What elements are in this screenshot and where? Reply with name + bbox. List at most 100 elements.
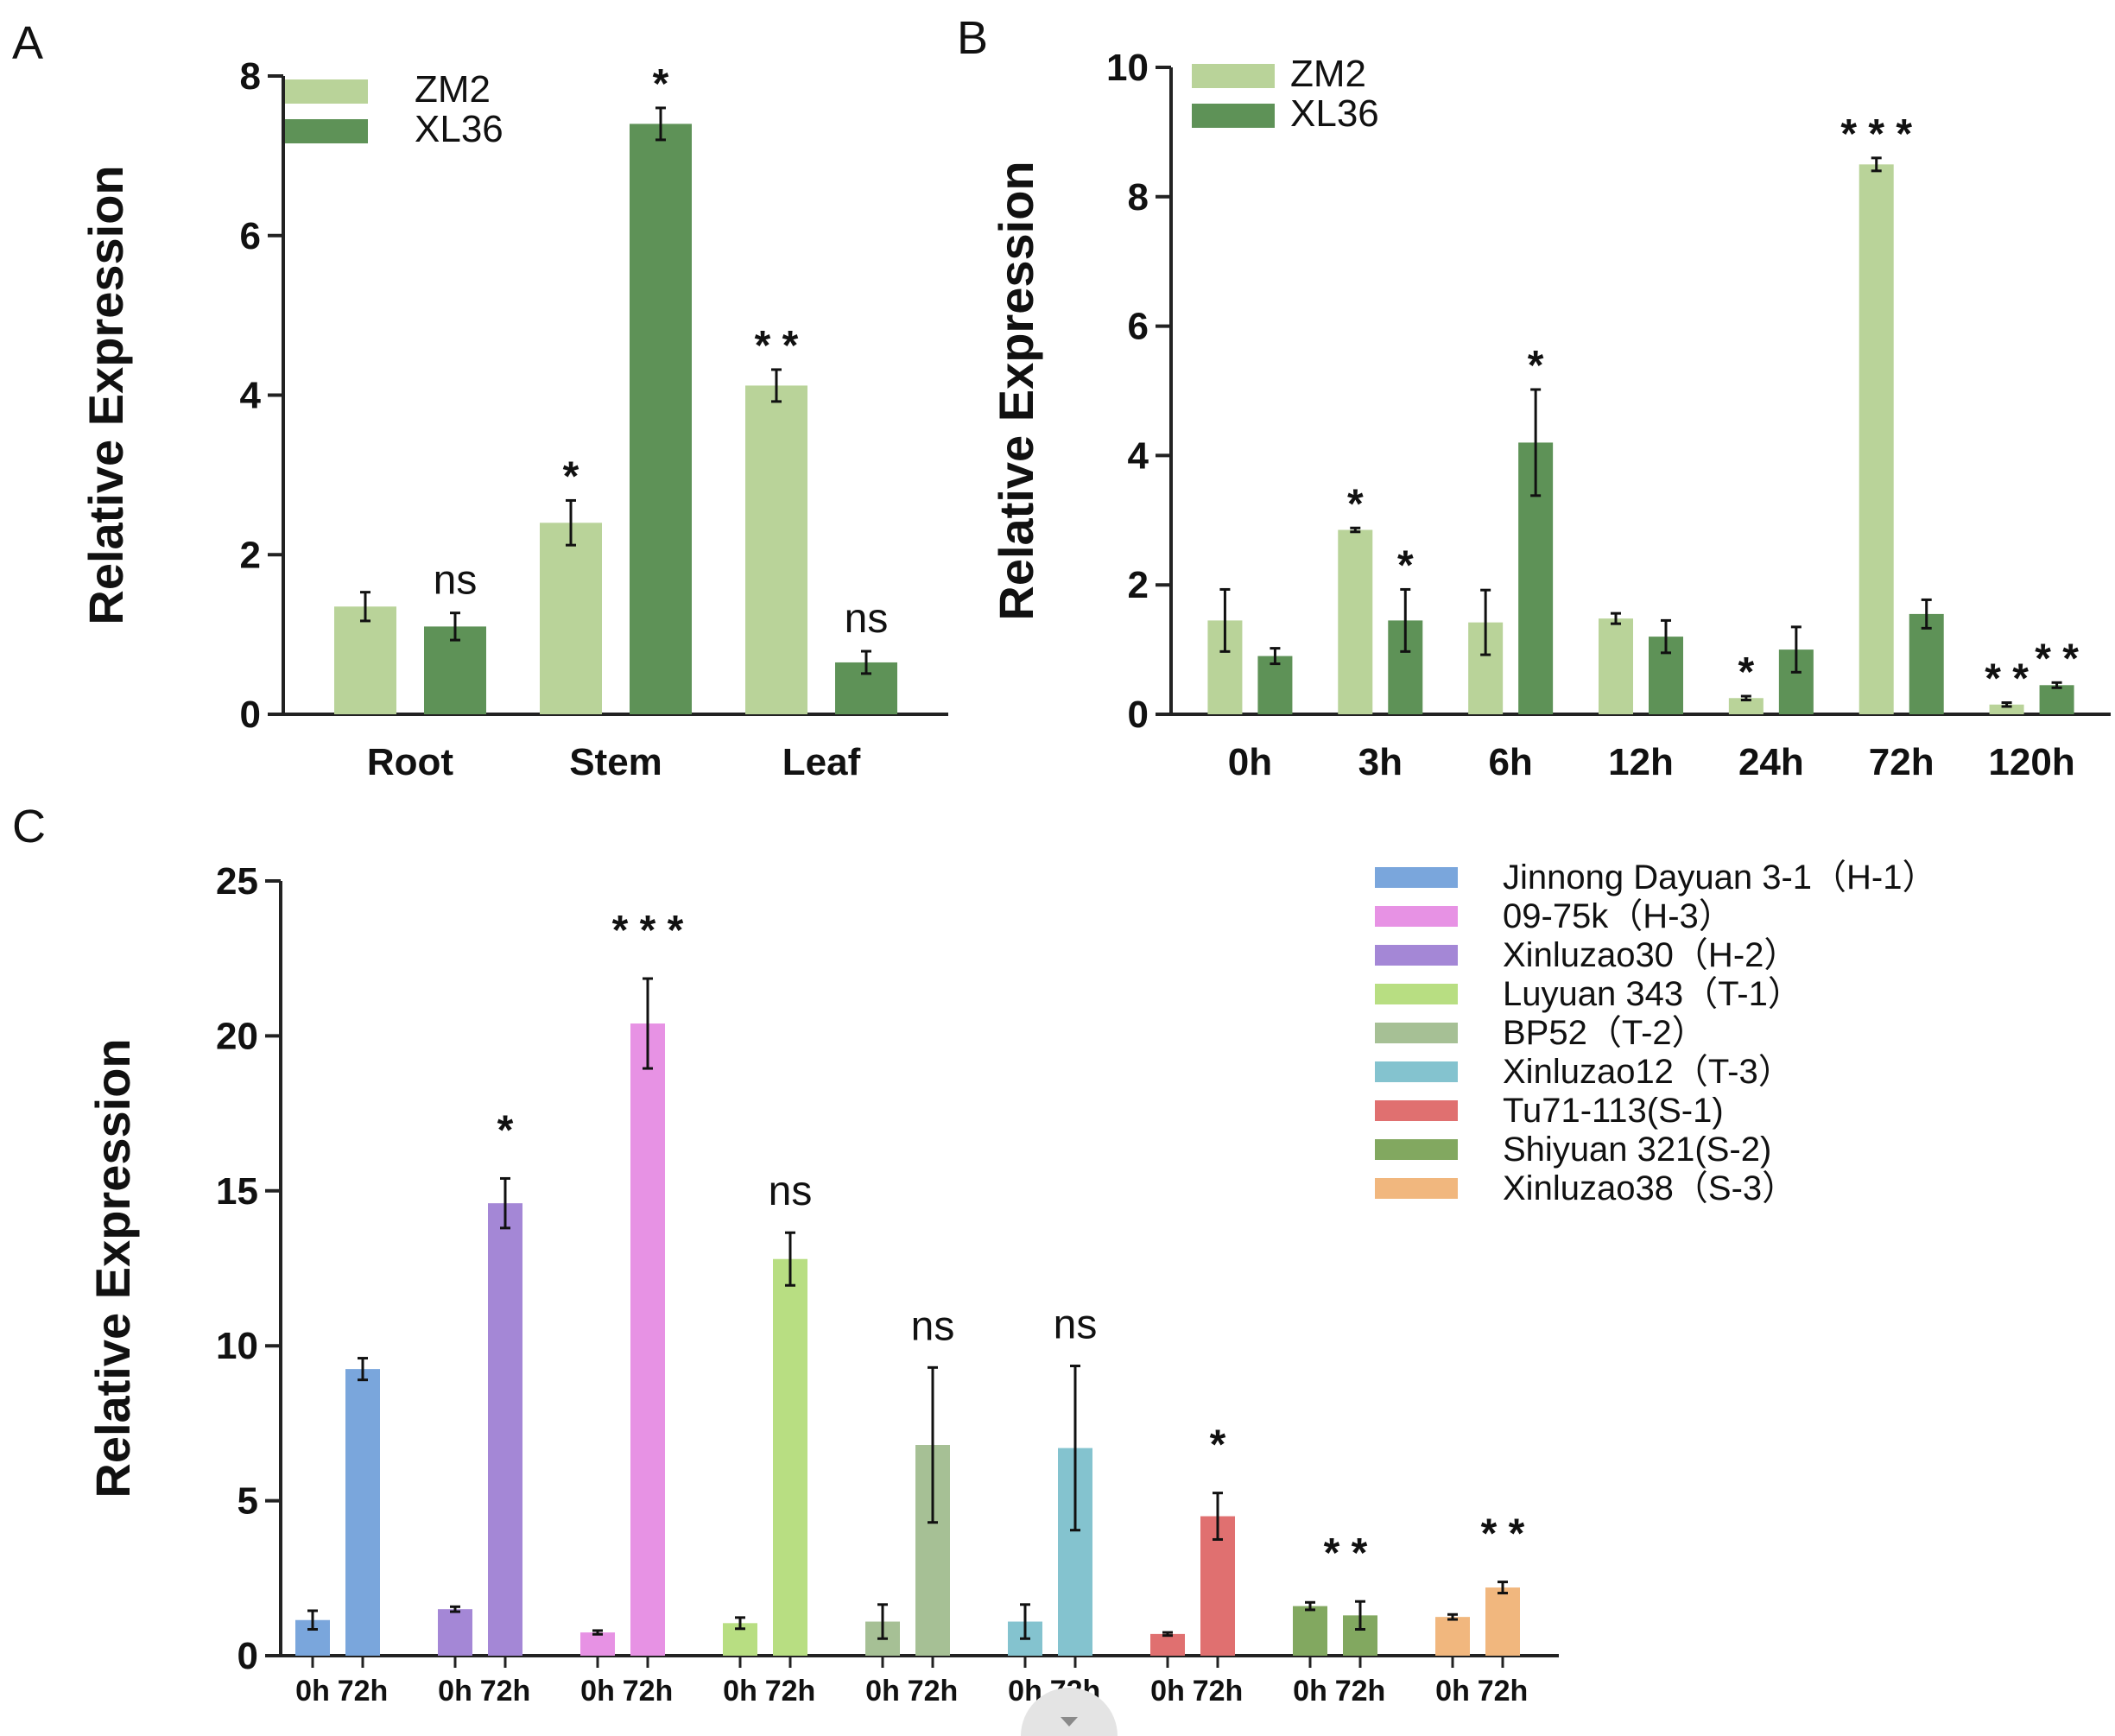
x-tick-label: 72h [765, 1675, 816, 1707]
x-tick-label: 0h [1435, 1675, 1470, 1707]
bar-group-1-72h [345, 1369, 380, 1656]
x-tick-label: 12h [1608, 741, 1674, 783]
legend-label: XL36 [415, 108, 503, 150]
significance-label: * * [1985, 656, 2029, 702]
bar-xl36 [1909, 613, 1944, 714]
bar-xl36 [630, 124, 692, 715]
legend-label: BP52（T-2） [1503, 1014, 1707, 1052]
significance-label: ns [845, 596, 889, 642]
chevron-down-icon [1061, 1717, 1078, 1726]
x-tick-label: 3h [1358, 741, 1403, 783]
x-tick-label: 24h [1738, 741, 1804, 783]
legend-swatch [1375, 906, 1458, 927]
panel-b-chart: 0 2 4 6 8 10 Relative Expression 0h 3h * * 6h * 12h 24… [989, 47, 2111, 783]
bar-xl36 [2039, 685, 2074, 714]
x-tick-label: 0h [580, 1675, 615, 1707]
x-tick-label: 72h [908, 1675, 959, 1707]
y-tick-label: 6 [1128, 306, 1149, 348]
y-tick-label: 8 [1128, 176, 1149, 219]
significance-label: ns [911, 1303, 955, 1349]
significance-label: * * [2035, 636, 2079, 681]
bar-zm2 [1859, 164, 1894, 715]
significance-label: * [1210, 1422, 1226, 1468]
legend-swatch [1375, 1023, 1458, 1043]
x-tick-label: 0h [723, 1675, 757, 1707]
y-tick-label: 0 [240, 694, 261, 736]
bar-group-2-72h [488, 1203, 522, 1656]
y-tick-label: 15 [216, 1170, 258, 1213]
legend-label: Jinnong Dayuan 3-1（H-1） [1503, 858, 1936, 897]
legend-swatch [1375, 1061, 1458, 1082]
x-tick-label: 0h [865, 1675, 900, 1707]
significance-label: * [1528, 343, 1544, 389]
legend-swatch [1375, 945, 1458, 966]
legend-label: ZM2 [1290, 53, 1366, 95]
bar-group-4-72h [773, 1258, 807, 1656]
bar-xl36 [1257, 656, 1293, 714]
x-tick-label: 6h [1488, 741, 1532, 783]
bar-zm2 [1728, 698, 1764, 714]
legend-swatch [285, 79, 368, 104]
y-tick-label: 0 [237, 1635, 258, 1677]
bar-group-9-72h [1485, 1587, 1520, 1656]
y-tick-label: 4 [1128, 434, 1149, 477]
y-tick-label: 0 [1128, 694, 1149, 736]
significance-label: * [1347, 481, 1364, 527]
legend-swatch [1192, 64, 1275, 88]
y-axis-label: Relative Expression [79, 165, 133, 624]
bar-zm2 [1338, 529, 1373, 714]
significance-label: * [1397, 542, 1414, 588]
bar-zm2 [334, 606, 396, 714]
legend-label: Xinluzao38（S-3） [1503, 1169, 1796, 1207]
bar-zm2 [540, 523, 602, 714]
panel-a-chart: 0 2 4 6 8 Relative Expression Root ns Stem * * Leaf… [79, 55, 948, 783]
x-tick-label: Stem [569, 741, 662, 783]
x-tick-label: 72h [1193, 1675, 1244, 1707]
y-tick-label: 10 [1106, 47, 1149, 89]
bar-zm2 [745, 385, 807, 714]
significance-label: * * * [1840, 111, 1912, 157]
legend-swatch [1375, 984, 1458, 1004]
bar-zm2 [1599, 618, 1633, 714]
legend-label: 09-75k（H-3） [1503, 897, 1733, 935]
y-tick-label: 2 [240, 534, 261, 576]
y-tick-label: 20 [216, 1015, 258, 1057]
scroll-indicator[interactable] [1021, 1688, 1118, 1736]
significance-label: * [563, 453, 579, 499]
legend-label: Shiyuan 321(S-2) [1503, 1131, 1771, 1169]
y-tick-label: 4 [240, 375, 262, 417]
significance-label: * [1738, 649, 1755, 695]
x-tick-label: 0h [1228, 741, 1272, 783]
legend-swatch [1375, 1100, 1458, 1121]
x-tick-label: 72h [623, 1675, 674, 1707]
x-tick-label: 0h [438, 1675, 472, 1707]
legend-label: Xinluzao30（H-2） [1503, 936, 1798, 974]
panel-b-letter: B [957, 12, 988, 64]
x-tick-label: 72h [1869, 741, 1935, 783]
y-tick-label: 2 [1128, 564, 1149, 606]
bar-group-3-0h [580, 1632, 615, 1656]
legend-swatch [1375, 1178, 1458, 1199]
significance-label: * * [755, 323, 799, 369]
panel-c-letter: C [12, 801, 46, 852]
legend-swatch [1375, 867, 1458, 888]
legend-swatch [285, 119, 368, 143]
bar-group-9-0h [1435, 1617, 1470, 1656]
significance-label: * [653, 61, 669, 107]
legend-swatch [1192, 104, 1275, 128]
panel-a-letter: A [12, 17, 43, 69]
x-tick-label: 72h [338, 1675, 389, 1707]
significance-label: ns [434, 558, 478, 604]
legend-label: Xinluzao12（T-3） [1503, 1053, 1793, 1091]
bar-group-7-0h [1150, 1633, 1185, 1656]
x-tick-label: Leaf [782, 741, 861, 783]
x-tick-label: 0h [1293, 1675, 1327, 1707]
bar-group-2-0h [438, 1609, 472, 1656]
y-tick-label: 6 [240, 215, 261, 257]
x-tick-label: 0h [295, 1675, 330, 1707]
bar-group-8-0h [1293, 1606, 1327, 1656]
y-tick-label: 10 [216, 1325, 258, 1367]
bar-zm2 [1989, 704, 2024, 714]
